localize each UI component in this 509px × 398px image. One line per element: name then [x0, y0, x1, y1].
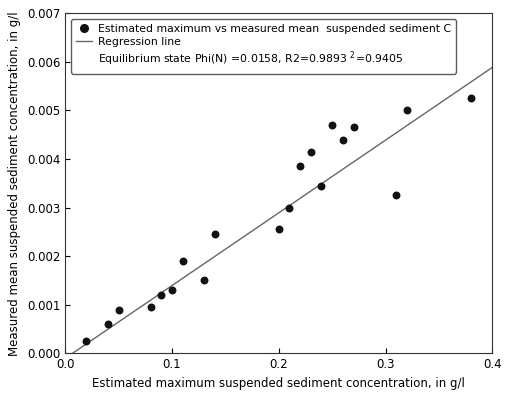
Point	[114, 306, 122, 313]
Point	[146, 304, 154, 310]
Point	[210, 231, 218, 238]
Point	[306, 148, 314, 155]
Point	[82, 338, 91, 344]
Point	[402, 107, 410, 114]
Point	[285, 205, 293, 211]
Point	[349, 124, 357, 131]
X-axis label: Estimated maximum suspended sediment concentration, in g/l: Estimated maximum suspended sediment con…	[92, 377, 464, 390]
Point	[466, 95, 474, 101]
Y-axis label: Measured mean suspended sediment concentration, in g/l: Measured mean suspended sediment concent…	[8, 11, 21, 355]
Point	[317, 183, 325, 189]
Point	[167, 287, 176, 293]
Point	[327, 122, 335, 128]
Point	[295, 163, 303, 170]
Point	[178, 258, 186, 264]
Point	[338, 137, 346, 143]
Point	[103, 321, 111, 327]
Point	[391, 192, 400, 199]
Point	[274, 226, 282, 232]
Legend: Estimated maximum vs measured mean  suspended sediment C, Regression line, Equil: Estimated maximum vs measured mean suspe…	[70, 19, 455, 74]
Point	[157, 292, 165, 298]
Point	[200, 277, 208, 284]
